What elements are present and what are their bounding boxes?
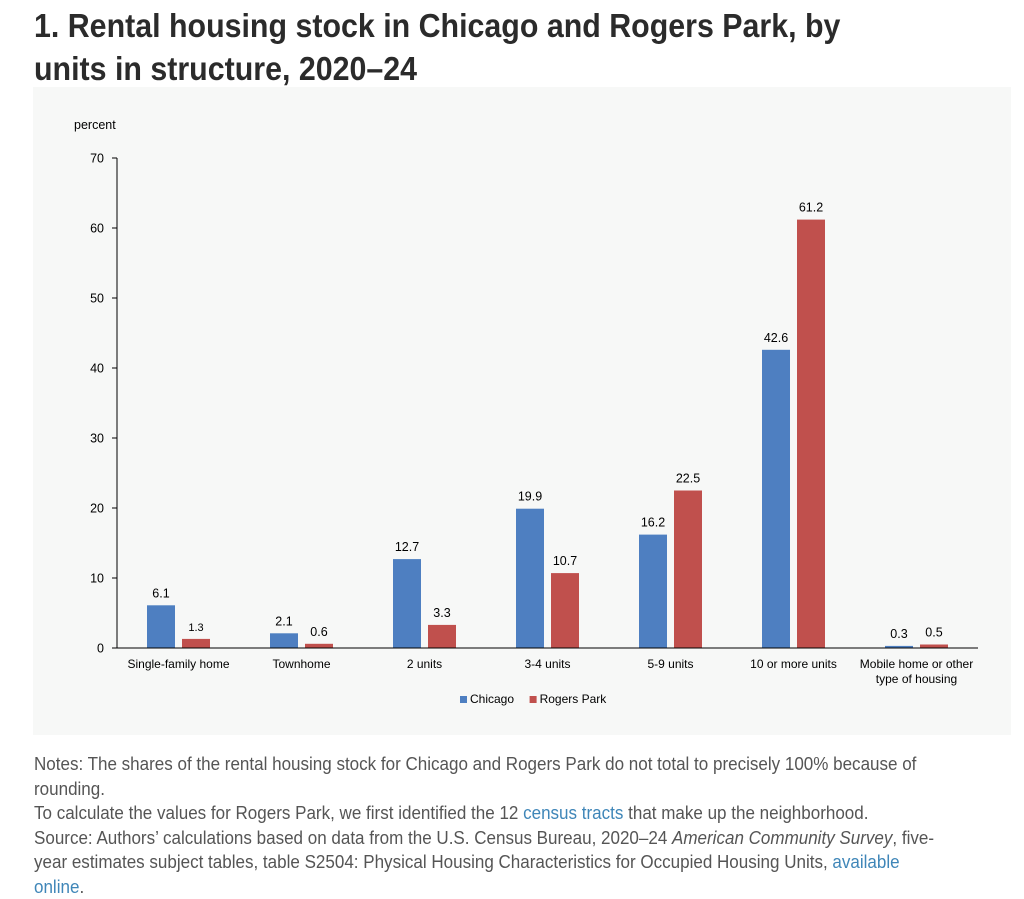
y-axis-label: percent	[74, 118, 116, 132]
x-category-label: 10 or more units	[750, 657, 837, 671]
rogers-park-bar	[674, 491, 702, 649]
bar-value-label: 0.5	[925, 626, 942, 640]
census-tracts-link[interactable]: census tracts	[523, 802, 623, 823]
source-text: Source: Authors’ calculations based on d…	[34, 827, 672, 848]
y-tick-label: 30	[90, 432, 104, 446]
chicago-bar	[516, 509, 544, 648]
chicago-bar	[147, 605, 175, 648]
notes-text: Notes: The shares of the rental housing …	[34, 753, 916, 799]
chicago-bar	[762, 350, 790, 648]
rogers-park-bar	[428, 625, 456, 648]
source-text-end: .	[79, 876, 84, 897]
x-category-label: Single-family home	[127, 657, 229, 671]
y-tick-label: 0	[97, 642, 104, 656]
rogers-park-bar	[182, 639, 210, 648]
bar-value-label: 3.3	[433, 606, 450, 620]
x-category-label: type of housing	[876, 672, 957, 686]
rogers-park-bar	[920, 645, 948, 649]
bar-chart: percent 0 10 20 30 40 50 60 70 6.1 1.3 Single-famil…	[33, 87, 1011, 735]
rogers-park-bar	[797, 220, 825, 648]
survey-name: American Community Survey	[672, 827, 892, 848]
legend-label-chicago: Chicago	[470, 692, 514, 706]
x-category-label: Townhome	[272, 657, 330, 671]
method-text-end: that make up the neighborhood.	[623, 802, 868, 823]
chicago-bar	[639, 535, 667, 648]
bar-value-label: 61.2	[799, 201, 823, 215]
bar-value-label: 0.6	[310, 625, 327, 639]
chicago-bar	[270, 633, 298, 648]
legend-swatch-chicago	[460, 696, 467, 703]
bar-value-label: 42.6	[764, 331, 788, 345]
y-tick-label: 50	[90, 292, 104, 306]
method-line: To calculate the values for Rogers Park,…	[34, 801, 945, 826]
y-tick-label: 70	[90, 152, 104, 166]
legend-label-rogers-park: Rogers Park	[540, 692, 608, 706]
x-category-label: 3-4 units	[524, 657, 570, 671]
y-tick-label: 40	[90, 362, 104, 376]
x-category-label: 5-9 units	[647, 657, 693, 671]
rogers-park-bar	[551, 573, 579, 648]
bar-value-label: 6.1	[152, 586, 169, 600]
bar-value-label: 10.7	[553, 554, 577, 568]
notes-block: Notes: The shares of the rental housing …	[34, 752, 945, 899]
bar-value-label: 0.3	[890, 627, 907, 641]
method-text: To calculate the values for Rogers Park,…	[34, 802, 523, 823]
y-tick-label: 10	[90, 572, 104, 586]
chicago-bar	[393, 559, 421, 648]
rogers-park-bar	[305, 644, 333, 648]
bar-value-label: 2.1	[275, 614, 292, 628]
bar-value-label: 12.7	[395, 540, 419, 554]
bar-value-label: 1.3	[188, 622, 203, 634]
bar-value-label: 22.5	[676, 472, 700, 486]
x-category-label: Mobile home or other	[860, 657, 973, 671]
x-category-label: 2 units	[407, 657, 442, 671]
chart-title: 1. Rental housing stock in Chicago and R…	[34, 4, 917, 90]
notes-line: Notes: The shares of the rental housing …	[34, 752, 945, 801]
legend-swatch-rogers-park	[530, 696, 537, 703]
y-tick-label: 20	[90, 502, 104, 516]
y-tick-label: 60	[90, 222, 104, 236]
source-line: Source: Authors’ calculations based on d…	[34, 826, 945, 899]
bar-value-label: 16.2	[641, 516, 665, 530]
bar-value-label: 19.9	[518, 490, 542, 504]
